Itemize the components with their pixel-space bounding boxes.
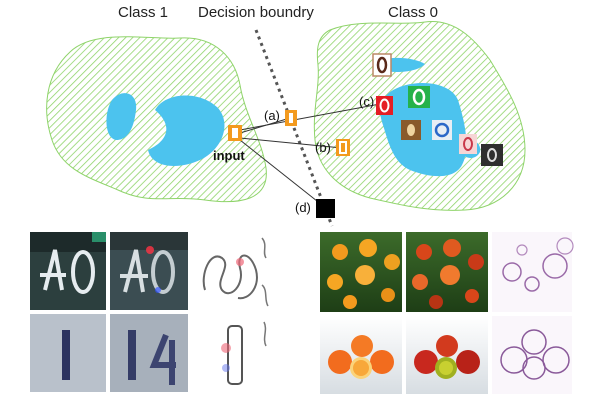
marker-c: (c)	[359, 94, 375, 109]
marker-a: (a)	[264, 108, 280, 123]
orange-saliency-1	[492, 232, 574, 312]
class1-core-main	[148, 95, 225, 166]
tile-c	[376, 96, 393, 115]
class0-tile-brown	[401, 120, 421, 140]
marker-d: (d)	[295, 200, 311, 215]
decision-boundary-label: Decision boundry	[198, 4, 314, 21]
class0-label: Class 0	[388, 4, 439, 21]
tile-a	[285, 110, 297, 126]
input-label: input	[213, 148, 245, 163]
connector-c	[239, 103, 381, 131]
class1-label: Class 1	[118, 4, 169, 21]
class0-core	[380, 82, 467, 177]
class0-tile-pink	[459, 134, 477, 154]
digit-panel-1	[30, 232, 106, 310]
input-tile	[228, 125, 242, 141]
digit-saliency-2	[221, 321, 267, 385]
class1-core-left	[106, 93, 137, 140]
digit-saliency-1	[202, 237, 269, 307]
orange-saliency-2	[492, 316, 572, 394]
decision-boundary-line	[254, 29, 334, 227]
orange-panel-3	[320, 316, 402, 394]
digit-panel-4	[110, 314, 188, 392]
connector-b	[239, 137, 343, 149]
class0-tile-blue	[432, 120, 452, 140]
orange-panel-4	[406, 316, 488, 394]
class0-tile-dark	[481, 144, 503, 166]
tile-b	[336, 139, 350, 156]
orange-panel-1	[320, 232, 402, 312]
class0-tile-top	[372, 53, 392, 77]
orange-panel-2	[406, 232, 488, 312]
marker-b: (b)	[315, 140, 331, 155]
digit-panel-3	[30, 314, 106, 392]
class0-tile-green	[408, 86, 430, 108]
class1-region	[46, 36, 267, 203]
digit-panel-2	[110, 232, 188, 310]
tile-d	[316, 199, 335, 218]
connector-d	[239, 139, 323, 206]
